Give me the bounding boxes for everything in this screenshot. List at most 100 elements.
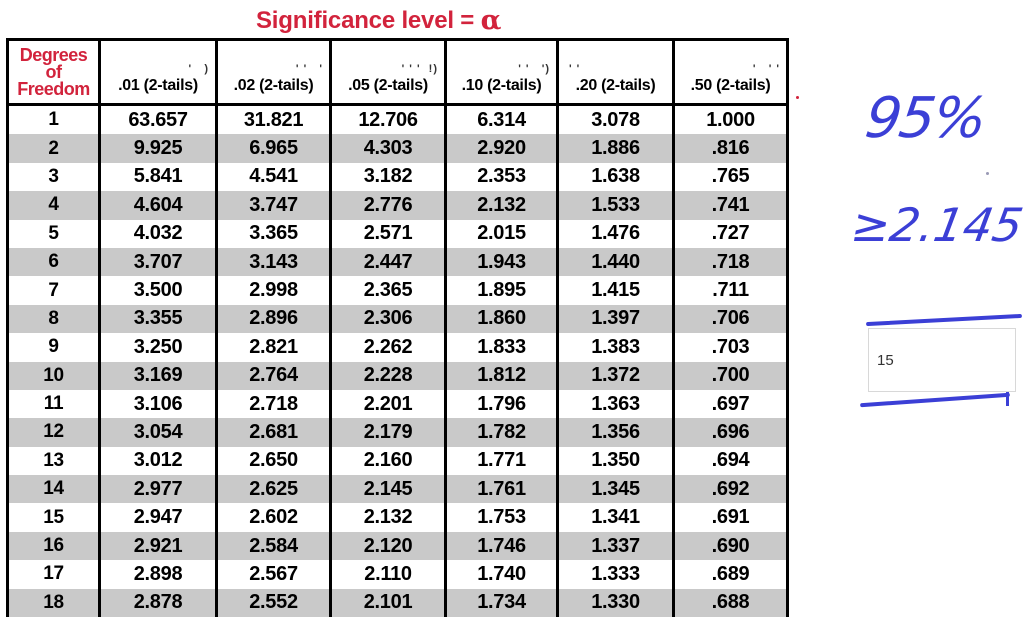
value-cell: .688 [672, 588, 789, 618]
table-row: 17 2.898 2.567 2.110 1.740 1.333.689 [6, 560, 789, 589]
value-cell: 1.330 [556, 588, 675, 618]
value-cell: 3.355 [98, 304, 218, 334]
value-cell: 2.921 [98, 531, 218, 561]
value-cell: 2.898 [98, 560, 218, 589]
table-title: Significance level = α [256, 4, 501, 36]
df-cell: 17 [6, 560, 101, 589]
value-cell: 2.584 [215, 531, 332, 561]
value-cell: 6.314 [444, 104, 559, 135]
value-cell: 1.341 [556, 503, 675, 532]
df-cell: 14 [6, 475, 101, 504]
value-cell: .711 [672, 276, 789, 305]
value-cell: 1.895 [444, 276, 559, 305]
value-cell: 1.363 [556, 389, 675, 419]
table-row: 14 2.977 2.625 2.145 1.761 1.345.692 [6, 475, 789, 504]
value-cell: 1.753 [444, 503, 559, 532]
df-header-line-3: Freedom [17, 78, 90, 99]
value-cell: 2.567 [215, 560, 332, 589]
t-distribution-table: Degrees of Freedom ' ) .01 (2-tails) ' ' … [6, 38, 789, 618]
value-cell: .816 [672, 134, 789, 163]
table-header-row: Degrees of Freedom ' ) .01 (2-tails) ' ' … [6, 38, 789, 106]
value-cell: 3.078 [556, 104, 675, 135]
value-cell: 1.440 [556, 247, 675, 277]
value-cell: 1.350 [556, 446, 675, 476]
handwritten-percent: 95% [861, 86, 990, 151]
table-row: 12 3.054 2.681 2.179 1.782 1.356.696 [6, 418, 789, 447]
value-cell: 1.345 [556, 475, 675, 504]
value-cell: 2.306 [329, 304, 447, 334]
value-cell: 3.054 [98, 418, 218, 447]
table-row: 11 3.106 2.718 2.201 1.796 1.363.697 [6, 389, 789, 419]
table-row: 10 3.169 2.764 2.228 1.812 1.372.700 [6, 361, 789, 390]
df-cell: 12 [6, 418, 101, 447]
value-cell: 1.734 [444, 588, 559, 618]
value-cell: 2.201 [329, 389, 447, 419]
column-header-10: ' ' ') .10 (2-tails) [444, 38, 559, 106]
value-cell: .691 [672, 503, 789, 532]
value-cell: 2.625 [215, 475, 332, 504]
value-cell: 5.841 [98, 162, 218, 192]
value-cell: 1.746 [444, 531, 559, 561]
df-cell: 6 [6, 247, 101, 277]
value-cell: .718 [672, 247, 789, 277]
df-cell: 1 [6, 104, 101, 135]
value-cell: 1.372 [556, 361, 675, 390]
value-cell: 2.447 [329, 247, 447, 277]
value-cell: 3.143 [215, 247, 332, 277]
value-cell: 2.764 [215, 361, 332, 390]
value-cell: 1.415 [556, 276, 675, 305]
value-cell: 2.228 [329, 361, 447, 390]
value-cell: 2.821 [215, 333, 332, 362]
value-cell: 1.796 [444, 389, 559, 419]
value-cell: .690 [672, 531, 789, 561]
value-cell: 31.821 [215, 104, 332, 135]
df-cell: 9 [6, 333, 101, 362]
value-cell: 4.604 [98, 191, 218, 220]
value-cell: 1.533 [556, 191, 675, 220]
value-cell: 2.878 [98, 588, 218, 618]
table-row: 8 3.355 2.896 2.306 1.860 1.397.706 [6, 304, 789, 334]
value-cell: 2.920 [444, 134, 559, 163]
table-row: 6 3.707 3.143 2.447 1.943 1.440.718 [6, 247, 789, 277]
value-cell: 2.896 [215, 304, 332, 334]
df-cell: 7 [6, 276, 101, 305]
value-cell: 3.250 [98, 333, 218, 362]
title-text: Significance level = [256, 7, 481, 34]
value-cell: 2.110 [329, 560, 447, 589]
table-row: 9 3.250 2.821 2.262 1.833 1.383.703 [6, 333, 789, 362]
red-speck [796, 96, 799, 99]
value-cell: 4.303 [329, 134, 447, 163]
value-cell: 1.782 [444, 418, 559, 447]
value-cell: 2.101 [329, 588, 447, 618]
value-cell: 2.262 [329, 333, 447, 362]
column-header-50: ' ' ' .50 (2-tails) [672, 38, 789, 106]
value-cell: 2.120 [329, 531, 447, 561]
value-cell: 1.740 [444, 560, 559, 589]
value-cell: 6.965 [215, 134, 332, 163]
table-row: 5 4.032 3.365 2.571 2.015 1.476.727 [6, 219, 789, 248]
value-cell: 1.383 [556, 333, 675, 362]
table-row: 7 3.500 2.998 2.365 1.895 1.415.711 [6, 276, 789, 305]
value-cell: .741 [672, 191, 789, 220]
table-row: 15 2.947 2.602 2.132 1.753 1.341.691 [6, 503, 789, 532]
handwritten-line-top [866, 313, 1022, 327]
value-cell: 4.032 [98, 219, 218, 248]
column-header-01: ' ) .01 (2-tails) [98, 38, 218, 106]
df-cell: 2 [6, 134, 101, 163]
value-cell: 2.365 [329, 276, 447, 305]
value-cell: 3.747 [215, 191, 332, 220]
table-row: 4 4.604 3.747 2.776 2.132 1.533.741 [6, 191, 789, 220]
value-cell: 3.012 [98, 446, 218, 476]
answer-input[interactable] [868, 328, 1016, 392]
df-header: Degrees of Freedom [6, 38, 101, 106]
value-cell: .700 [672, 361, 789, 390]
table-row: 3 5.841 4.541 3.182 2.353 1.638.765 [6, 162, 789, 192]
value-cell: .689 [672, 560, 789, 589]
df-cell: 16 [6, 531, 101, 561]
value-cell: 9.925 [98, 134, 218, 163]
table-row: 1 63.657 31.821 12.706 6.314 3.078 1.000 [6, 104, 789, 135]
value-cell: 63.657 [98, 104, 218, 135]
table-row: 18 2.878 2.552 2.101 1.734 1.330.688 [6, 588, 789, 618]
df-cell: 15 [6, 503, 101, 532]
table-body: 1 63.657 31.821 12.706 6.314 3.078 1.000 2 9.925… [6, 104, 789, 618]
